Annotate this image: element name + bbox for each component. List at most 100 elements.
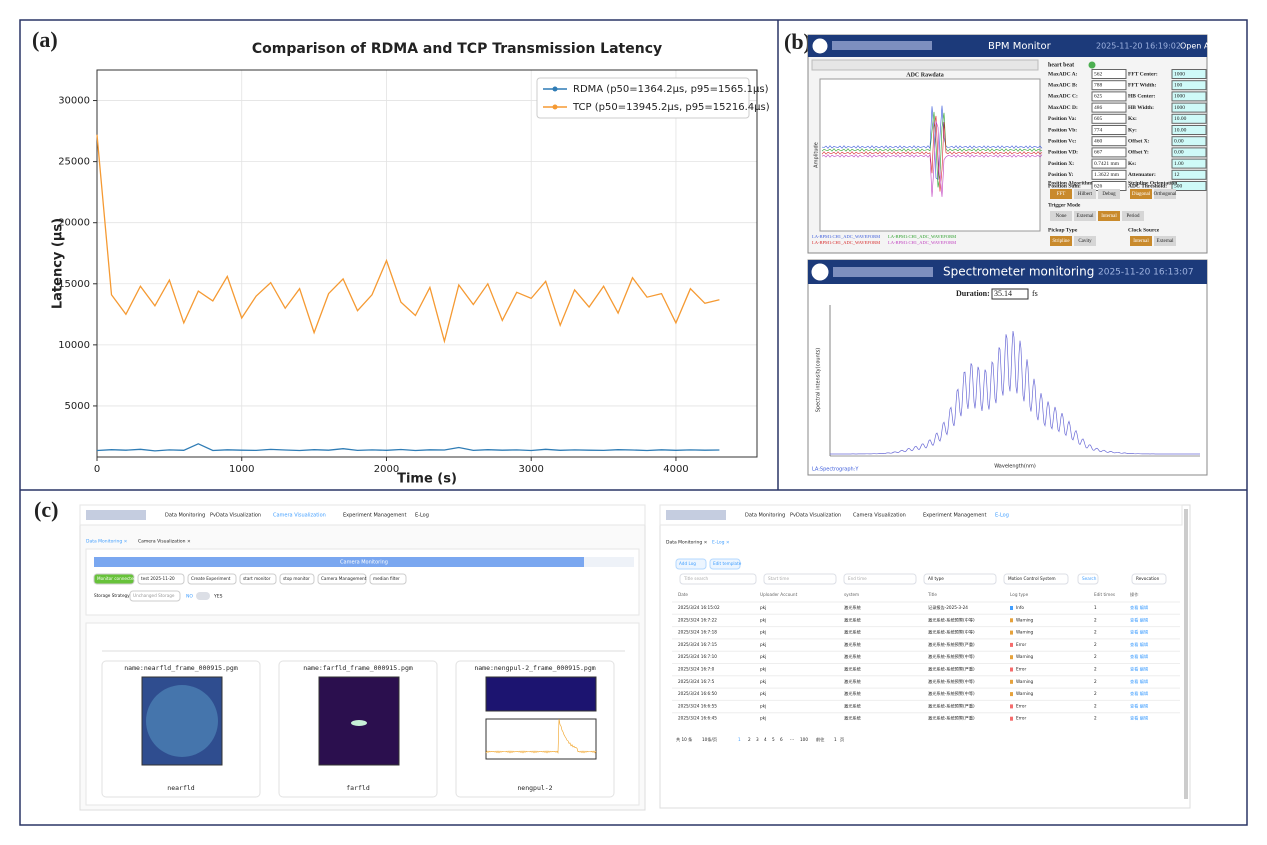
type-icon [1010,655,1013,660]
field-label: Position Vb: [1048,127,1077,133]
group-title: Pickup Type [1048,227,1078,233]
panel-label: (c) [34,497,58,522]
field-label: FFT Center: [1128,71,1158,77]
table-cell: 2025/3/24 16:7:10 [678,654,717,659]
table-cell: pkj [760,605,766,610]
table-cell: pkj [760,691,766,696]
table-cell: 激光系统-系统预警(中等) [928,616,975,623]
type-icon [1010,679,1013,684]
select-value: Unchanged Storage [133,593,175,598]
button: Open ALL [1180,42,1219,51]
field-label: HB Center: [1128,94,1156,100]
pagination-item: 6 [780,737,783,742]
field-value: 0.7421 mm [1094,161,1120,167]
logo [666,510,726,520]
unit: fs [1032,289,1038,298]
nav-item: Experiment Management [923,513,986,519]
field-value: 1.00 [1174,161,1184,167]
pagination-item: 1 [738,737,741,742]
type-icon [1010,692,1013,697]
field-value-box [1091,91,1127,102]
column-header: Uploader Account [760,592,798,597]
field-label: Kx: [1128,116,1137,122]
table-cell: 激光系统 [844,702,861,709]
toggle-label: External [1077,214,1095,219]
field-label: MaxADC C: [1048,94,1078,100]
filter-label: Revocation [1136,576,1160,581]
toggle-button [1050,236,1072,246]
table-cell: 激光系统-系统预警(中等) [928,678,975,685]
elog-window [659,504,1191,809]
field-value: 12 [1174,172,1180,178]
header-bar [808,35,1207,57]
field-value-box [1091,158,1127,169]
table-cell: Error [1016,716,1026,721]
control-label: median filter [373,576,400,581]
progress-bar [94,557,584,567]
table-cell: Warning [1016,654,1034,659]
series-line [96,134,720,344]
filter [1003,573,1069,585]
pagination-item: 3 [756,737,759,742]
group-title: Stripline Orientation [1128,180,1177,186]
button [709,558,741,570]
button-label: Edit template [713,561,742,566]
tab: Data Monitoring × [86,539,128,545]
toggle-button [1050,189,1072,199]
control-label: Camera Management [321,576,367,581]
image-caption: nengpul-2 [517,784,552,792]
pagination-item: 共 10 条 [676,736,693,743]
table-cell: 1 [1094,605,1097,610]
toggle-label: Diagonal [1132,192,1151,197]
field-value-box [1091,169,1127,180]
switch [196,592,210,600]
field-value: 1000 [1174,94,1185,100]
table-cell: 激光系统-系统预警(中等) [928,629,975,636]
toggle-button [1130,189,1152,199]
profile-plot [485,718,597,760]
timestamp: 2025-11-20 16:19:02 [1096,42,1181,51]
label: heart beat [1048,62,1074,68]
table-cell: 记录报告-2025-3-24 [928,604,968,611]
field-value: 10.00 [1174,116,1187,122]
chart-title: Comparison of RDMA and TCP Transmission … [252,41,662,57]
field-label: HB Width: [1128,105,1154,111]
table-cell: 激光系统 [844,653,861,660]
toggle-button [1050,211,1072,221]
column-header: 操作 [1130,591,1139,598]
legend-label: LA-BPM1:CH1_ADC_WAVEFORM [888,234,956,239]
field-value-box [1171,113,1207,124]
toggle-button [1098,189,1120,199]
control-label: test 2025-11-20 [141,576,175,581]
field-label: Storage Strategy: [94,593,131,598]
tab: Camera Visualization × [138,539,191,545]
toggle-label: Stripline [1052,239,1070,244]
filter-label: Start time [768,576,789,581]
plot-title: ADC Rawdata [906,72,944,78]
table-cell: Warning [1016,679,1034,684]
switch-label: YES [213,594,223,600]
field-value: 1.3622 mm [1094,172,1120,178]
y-tick-label: 25000 [58,157,90,168]
legend-swatch [552,104,558,110]
table-cell: pkj [760,703,766,708]
toggle-label: Period [1126,214,1140,219]
type-icon [1010,667,1013,672]
table-cell: 2 [1094,703,1097,708]
legend-swatch [552,86,558,92]
field-value-box [1171,136,1207,147]
type-icon [1010,606,1013,610]
toggle-button [1154,236,1176,246]
table-cell: 2025/3/24 16:7:15 [678,642,717,647]
table-cell: 激光系统 [844,690,861,697]
field-label: Duration: [956,289,990,298]
legend-label: LA:Spectrograph:Y [812,467,859,473]
table-cell: pkj [760,667,766,672]
pagination-item: 前往 [816,736,824,743]
group-title: Clock Source [1128,227,1160,233]
field-value-box [1171,181,1207,191]
x-tick-label: 0 [94,464,100,475]
field-value-box [1091,102,1127,113]
table-cell: Warning [1016,630,1034,635]
series-line [96,443,720,452]
